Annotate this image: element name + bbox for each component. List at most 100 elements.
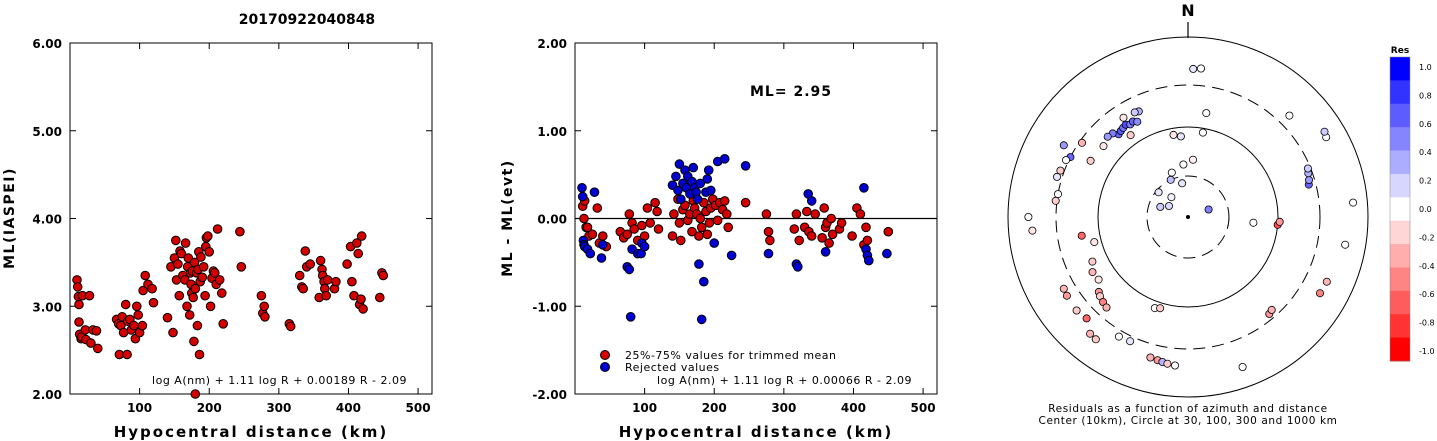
data-points [72, 224, 389, 399]
station-residual-point [1204, 205, 1213, 214]
station-residual-point [1189, 64, 1198, 73]
data-point [375, 292, 385, 303]
data-point [300, 246, 311, 256]
station-residual-point [1099, 142, 1108, 151]
data-point [882, 248, 892, 259]
data-point [667, 231, 678, 241]
data-point [645, 218, 656, 228]
x-tick-label: 300 [771, 401, 796, 415]
data-point [298, 283, 309, 294]
data-point [765, 235, 775, 246]
data-point [196, 252, 206, 262]
data-point [137, 320, 148, 331]
ring-30km [1146, 175, 1230, 259]
data-point [794, 235, 805, 246]
station-residual-point [1156, 304, 1165, 313]
legend: 25%-75% values for trimmed mean Rejected… [600, 349, 836, 374]
data-point [91, 326, 102, 336]
station-residual-point [1156, 202, 1165, 211]
station-residual-point [1062, 156, 1071, 165]
y-tick-label: 1.00 [537, 125, 567, 139]
x-tick-label: 200 [702, 401, 727, 415]
data-point [188, 292, 198, 303]
data-point [331, 276, 341, 287]
data-point [168, 327, 178, 338]
data-point [122, 349, 132, 360]
station-residual-point [1176, 132, 1185, 141]
data-point [133, 310, 143, 320]
station-residual-point [1163, 359, 1172, 368]
data-point [190, 283, 201, 294]
data-point [806, 196, 817, 206]
data-point [817, 233, 827, 243]
data-point [676, 194, 686, 204]
x-tick-label: 300 [266, 401, 291, 415]
data-point [321, 290, 332, 301]
data-point [824, 238, 834, 248]
data-point [162, 312, 173, 323]
ring-1000km [1007, 36, 1369, 398]
station-residual-point [1090, 238, 1099, 247]
station-residual-point [1126, 131, 1135, 140]
colorbar-tick-label: 0.6 [1419, 120, 1432, 129]
colorbar-segment [1390, 197, 1410, 222]
station-residual-point [1130, 108, 1139, 117]
station-residual-point [1349, 198, 1358, 207]
y-tick-label: 2.00 [537, 37, 567, 51]
data-point [585, 248, 596, 259]
data-point [696, 222, 707, 233]
data-point [356, 231, 367, 241]
data-point [598, 231, 608, 241]
data-point [200, 290, 210, 301]
data-point [182, 301, 192, 312]
station-residual-point [1202, 109, 1211, 118]
data-point [148, 297, 159, 308]
y-tick-label: 3.00 [32, 300, 62, 314]
station-residual-point [1303, 164, 1312, 173]
data-point [761, 209, 772, 219]
colorbar-tick-label: 0.0 [1419, 205, 1432, 214]
data-point [174, 290, 185, 301]
data-point [622, 229, 633, 240]
station-residual-point [1178, 179, 1187, 188]
data-point [855, 209, 866, 219]
data-point [132, 301, 142, 312]
colorbar-segment [1390, 220, 1410, 245]
station-residual-point [1119, 113, 1128, 122]
data-point [120, 299, 131, 310]
data-point [74, 317, 84, 327]
station-residual-point [1024, 212, 1033, 221]
data-point [305, 259, 316, 269]
station-residual-point [1238, 362, 1247, 371]
station-residual-point [1062, 291, 1071, 300]
data-point [819, 203, 830, 213]
ml-annotation: ML= 2.95 [750, 84, 832, 100]
station-residual-point [1133, 117, 1142, 126]
station-residual-point [1341, 240, 1350, 249]
legend-label-rejected: Rejected values [625, 361, 720, 374]
colorbar-segment [1390, 150, 1410, 175]
data-point [810, 209, 821, 219]
data-point [676, 235, 686, 246]
data-point [589, 187, 600, 197]
data-point [378, 270, 389, 281]
north-label: N [1181, 1, 1194, 20]
station-residual-point [1091, 335, 1100, 344]
colorbar-tick-label: -0.6 [1419, 290, 1435, 299]
station-residual-point [1275, 217, 1284, 226]
station-residual-point [1088, 257, 1097, 266]
residual-colorbar: Res 1.0 0.8 0.6 0.4 0.2 0.0 -0.2 -0.4 -0.6 -0.8 -1… [1389, 46, 1435, 362]
y-axis-label: ML - ML(evt) [500, 159, 516, 276]
colorbar-tick-label: 1.0 [1419, 63, 1432, 72]
x-tick-label: 100 [632, 401, 657, 415]
data-point [674, 159, 685, 169]
data-point [673, 185, 683, 196]
station-residual-point [1056, 166, 1065, 175]
station-residual-point [1167, 193, 1176, 202]
station-residual-point [1126, 337, 1135, 346]
data-point [859, 183, 869, 193]
x-tick-label: 400 [336, 401, 361, 415]
colorbar-segment [1390, 103, 1410, 128]
distance-rings [1007, 36, 1369, 398]
data-point [864, 255, 874, 266]
